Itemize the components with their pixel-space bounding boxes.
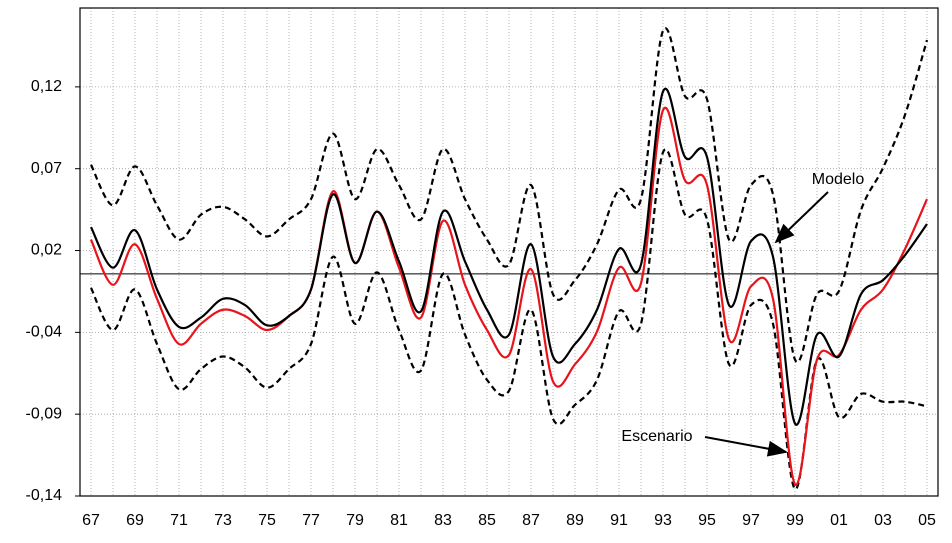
series-line [90, 87, 928, 426]
series-line [90, 148, 928, 491]
x-tick-label: 75 [258, 512, 276, 529]
x-tick-label: 05 [918, 512, 936, 529]
x-tick-label: 77 [302, 512, 320, 529]
x-tick-label: 85 [478, 512, 496, 529]
x-tick-label: 91 [610, 512, 628, 529]
x-tick-label: 83 [434, 512, 452, 529]
x-tick-label: 67 [82, 512, 100, 529]
x-tick-label: 71 [170, 512, 188, 529]
series-line [90, 27, 929, 364]
annotation-arrow [704, 436, 788, 457]
x-tick-label: 81 [390, 512, 408, 529]
x-tick-label: 87 [522, 512, 540, 529]
x-tick-label: 97 [742, 512, 760, 529]
y-tick-label: 0,07 [31, 160, 62, 177]
y-tick-label: 0,02 [31, 242, 62, 259]
x-tick-label: 73 [214, 512, 232, 529]
x-tick-label: 89 [566, 512, 584, 529]
x-tick-label: 01 [830, 512, 848, 529]
x-tick-label: 69 [126, 512, 144, 529]
x-tick-label: 03 [874, 512, 892, 529]
series-line [89, 106, 929, 486]
x-tick-label: 93 [654, 512, 672, 529]
y-tick-label: -0,14 [26, 487, 63, 504]
x-tick-label: 79 [346, 512, 364, 529]
y-tick-label: -0,09 [26, 405, 63, 422]
y-tick-label: 0,12 [31, 78, 62, 95]
annotation-arrow [774, 191, 829, 244]
annotation: Modelo [812, 171, 865, 188]
y-tick-label: -0,04 [26, 324, 63, 341]
annotation: Escenario [621, 428, 692, 445]
x-tick-label: 95 [698, 512, 716, 529]
x-tick-label: 99 [786, 512, 804, 529]
plot-frame [79, 7, 939, 497]
